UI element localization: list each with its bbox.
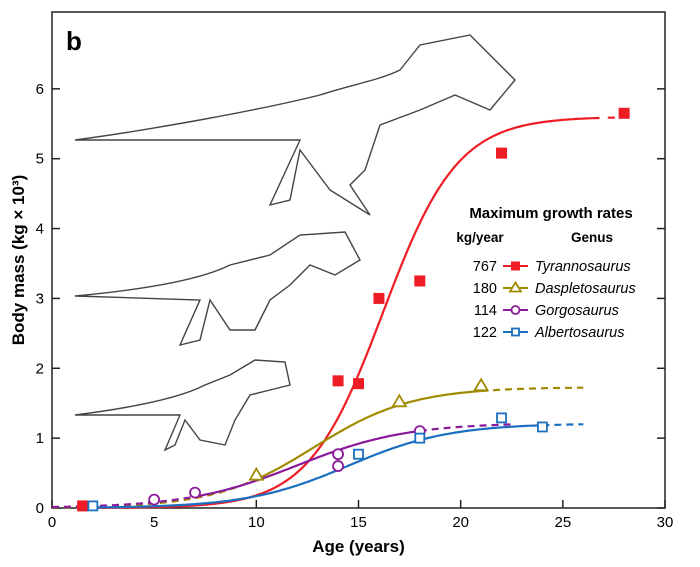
- albertosaurus-data-point: [415, 434, 424, 443]
- daspletosaurus-skeleton-icon: [75, 232, 360, 345]
- albertosaurus-data-point: [538, 422, 547, 431]
- tyrannosaurus-data-point: [353, 378, 364, 389]
- gorgosaurus-data-point: [333, 449, 343, 459]
- y-tick-label: 3: [36, 290, 44, 307]
- legend-genus: Tyrannosaurus: [535, 259, 631, 275]
- x-tick-label: 25: [554, 514, 571, 531]
- gorgosaurus-data-point: [149, 495, 159, 505]
- legend-rate: 114: [474, 303, 497, 319]
- legend-genus: Daspletosaurus: [535, 281, 636, 297]
- y-tick-label: 6: [36, 81, 44, 98]
- tyrannosaurus-data-point: [333, 375, 344, 386]
- x-tick-label: 20: [452, 514, 469, 531]
- legend-marker-tyrannosaurus: [511, 262, 520, 271]
- y-tick-label: 2: [36, 360, 44, 377]
- albertosaurus-data-point: [497, 413, 506, 422]
- tyrannosaurus-data-point: [77, 500, 88, 511]
- daspletosaurus-data-point: [250, 469, 263, 480]
- albertosaurus-data-point: [354, 450, 363, 459]
- tyrannosaurus-data-point: [496, 148, 507, 159]
- legend-genus-header: Genus: [571, 230, 613, 245]
- daspletosaurus-data-point: [475, 379, 488, 390]
- y-axis-label: Body mass (kg × 10³): [9, 175, 28, 346]
- x-tick-label: 5: [150, 514, 158, 531]
- x-tick-label: 30: [657, 514, 674, 531]
- legend-genus: Gorgosaurus: [535, 303, 619, 319]
- gorgosaurus-data-point: [333, 461, 343, 471]
- gorgosaurus-skeleton-icon: [75, 360, 290, 450]
- x-tick-label: 15: [350, 514, 367, 531]
- daspletosaurus-data-point: [393, 395, 406, 406]
- gorgosaurus-data-point: [190, 488, 200, 498]
- tyrannosaurus-data-point: [373, 293, 384, 304]
- legend-rate: 767: [473, 259, 497, 275]
- daspletosaurus-fit-curve-dashed: [481, 388, 583, 391]
- legend-rate: 122: [473, 325, 497, 341]
- y-tick-label: 4: [36, 221, 44, 238]
- legend: Maximum growth rates kg/year Genus 767 Ty…: [456, 205, 635, 341]
- albertosaurus-fit-curve-dashed: [542, 424, 583, 425]
- legend-rate: 180: [473, 281, 497, 297]
- legend-marker-gorgosaurus: [512, 306, 520, 314]
- albertosaurus-data-point: [88, 501, 97, 510]
- legend-title: Maximum growth rates: [469, 205, 632, 222]
- y-tick-label: 0: [36, 500, 44, 517]
- legend-rate-header: kg/year: [456, 230, 504, 245]
- x-tick-label: 0: [48, 514, 56, 531]
- y-tick-label: 5: [36, 151, 44, 168]
- tyrannosaurus-data-point: [414, 275, 425, 286]
- x-tick-label: 10: [248, 514, 265, 531]
- legend-marker-albertosaurus: [512, 329, 519, 336]
- daspletosaurus-fit-curve: [256, 391, 481, 479]
- x-axis-label: Age (years): [312, 537, 405, 556]
- legend-genus: Albertosaurus: [534, 325, 624, 341]
- panel-label: b: [66, 26, 82, 56]
- skeleton-illustrations: [75, 35, 515, 450]
- y-tick-label: 1: [36, 430, 44, 447]
- tyrannosaurus-skeleton-icon: [75, 35, 515, 215]
- tyrannosaurus-data-point: [619, 108, 630, 119]
